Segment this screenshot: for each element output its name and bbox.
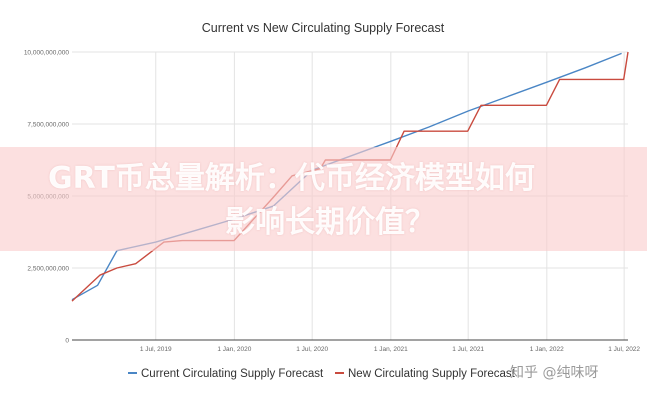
x-tick-label: 1 Jul, 2021 xyxy=(452,346,484,353)
x-tick-label: 1 Jan, 2020 xyxy=(217,346,251,353)
y-tick-label: 0 xyxy=(65,338,69,345)
headline-line-2: 影响长期价值？ xyxy=(225,205,435,240)
x-tick-label: 1 Jul, 2022 xyxy=(608,346,640,353)
headline-line-1: GRT币总量解析：代币经济模型如何 xyxy=(48,161,535,196)
legend-label: New Circulating Supply Forecast xyxy=(348,368,516,380)
legend: Current Circulating Supply Forecast New C… xyxy=(128,368,516,380)
x-axis: 1 Jul, 2019 1 Jan, 2020 1 Jul, 2020 1 Jan, … xyxy=(140,346,641,353)
headline-text: GRT币总量解析：代币经济模型如何 影响长期价值？ xyxy=(48,157,608,245)
x-tick-label: 1 Jan, 2021 xyxy=(374,346,408,353)
zhihu-watermark: 知乎 @纯味呀 xyxy=(510,365,599,381)
y-tick-label: 2,500,000,000 xyxy=(27,266,69,273)
x-tick-label: 1 Jul, 2019 xyxy=(140,346,172,353)
headline-banner xyxy=(0,147,647,251)
x-tick-label: 1 Jul, 2020 xyxy=(296,346,328,353)
chart-title: Current vs New Circulating Supply Foreca… xyxy=(202,21,445,35)
legend-label: Current Circulating Supply Forecast xyxy=(141,368,324,380)
y-tick-label: 7,500,000,000 xyxy=(27,122,69,129)
y-tick-label: 10,000,000,000 xyxy=(24,50,70,57)
x-tick-label: 1 Jan, 2022 xyxy=(530,346,564,353)
